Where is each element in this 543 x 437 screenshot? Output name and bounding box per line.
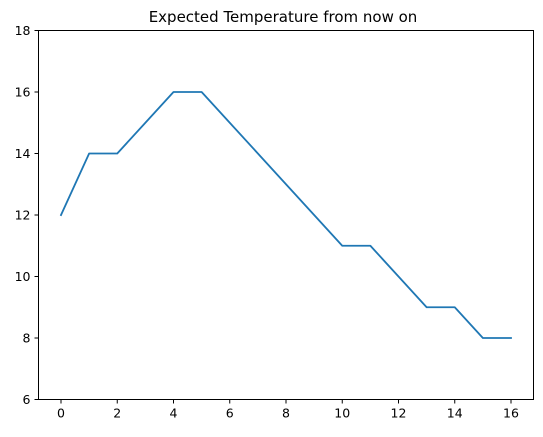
x-tick-label: 10	[334, 406, 350, 421]
y-tick-label: 12	[15, 208, 31, 223]
x-tick-label: 0	[57, 406, 65, 421]
y-tick-label: 6	[23, 392, 31, 407]
x-tick-label: 6	[226, 406, 234, 421]
y-tick-label: 16	[15, 85, 31, 100]
y-tick-label: 8	[23, 331, 31, 346]
x-tick-label: 4	[170, 406, 178, 421]
x-tick-label: 12	[391, 406, 407, 421]
y-axis-ticks: 6 8 10 12 14 16 18	[15, 23, 39, 407]
chart-title: Expected Temperature from now on	[149, 8, 418, 26]
x-tick-label: 14	[447, 406, 463, 421]
series-line	[59, 91, 512, 339]
x-tick-label: 16	[503, 406, 519, 421]
series-layer	[59, 91, 512, 339]
x-tick-label: 2	[113, 406, 121, 421]
x-axis-ticks: 0 2 4 6 8 10 12 14 16	[57, 399, 519, 421]
y-tick-label: 10	[15, 269, 31, 284]
y-tick-label: 14	[15, 146, 31, 161]
plot-area-frame	[38, 30, 534, 400]
y-tick-label: 18	[15, 23, 31, 38]
x-tick-label: 8	[282, 406, 290, 421]
